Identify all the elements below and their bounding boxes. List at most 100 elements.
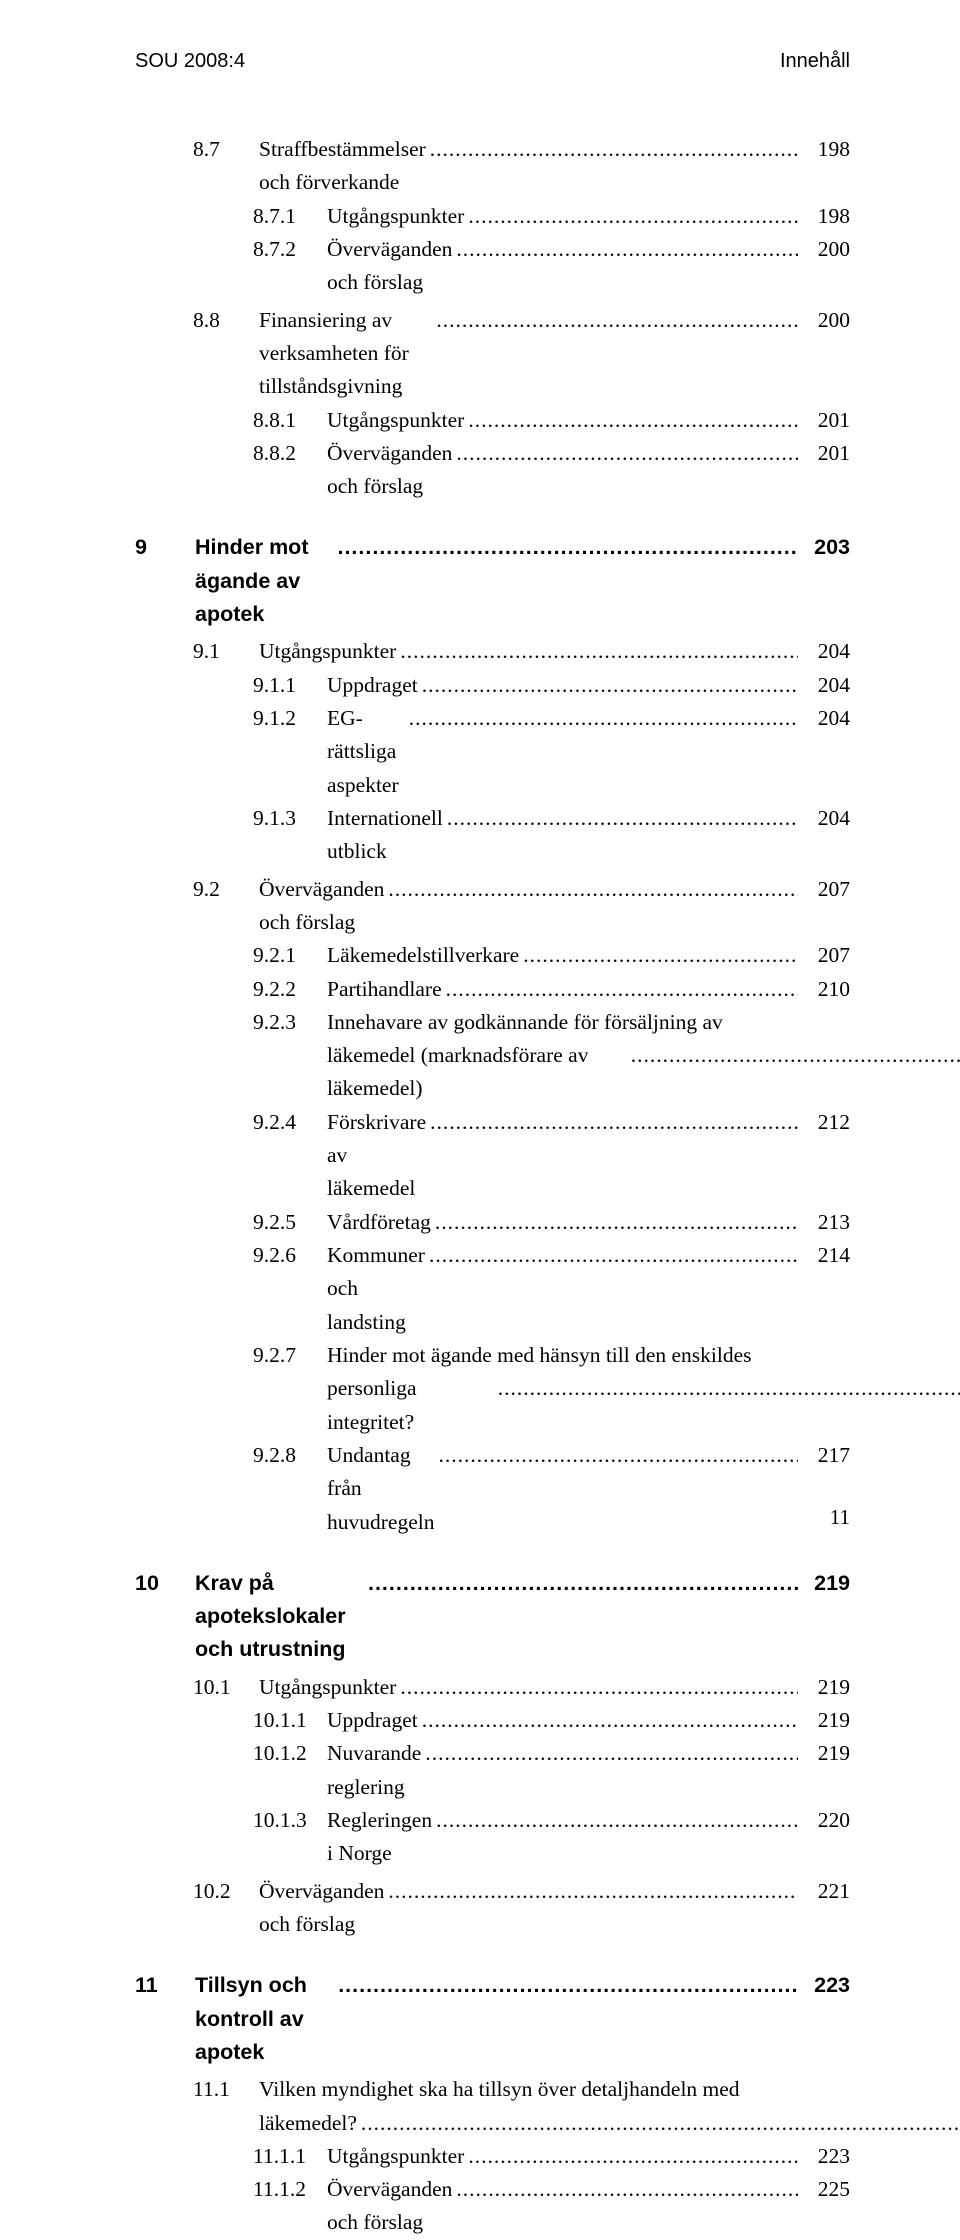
toc-leader: ........................................… [388, 873, 798, 906]
toc-entry-number: 8.7.2 [253, 233, 327, 266]
toc-entry-number: 9.2 [193, 873, 259, 906]
toc-entry-number: 11.1 [193, 2073, 259, 2106]
toc-entry: 8.8Finansiering av verksamheten för till… [135, 304, 850, 404]
toc-entry-title: Överväganden och förslag [259, 1875, 384, 1942]
toc-entry-number: 9.2.7 [253, 1339, 327, 1372]
toc-entry-page: 204 [802, 635, 850, 668]
toc-entry-title: Vårdföretag [327, 1206, 431, 1239]
toc-gap [135, 1941, 850, 1969]
toc-entry: 10.1.3Regleringen i Norge...............… [135, 1804, 850, 1871]
toc-entry-page: 201 [802, 404, 850, 437]
toc-entry-title: personliga integritet? [327, 1372, 494, 1439]
toc-leader: ........................................… [446, 973, 798, 1006]
toc-entry-page: 200 [802, 304, 850, 337]
toc-gap [135, 503, 850, 531]
toc-leader: ........................................… [422, 1704, 798, 1737]
toc-entry-number: 11 [135, 1969, 195, 2002]
toc-entry-number: 9.2.4 [253, 1106, 327, 1139]
toc-leader: ........................................… [429, 1239, 798, 1272]
toc-entry-page: 219 [802, 1671, 850, 1704]
toc-entry-title: Internationell utblick [327, 802, 443, 869]
toc-entry: 8.8.2Överväganden och förslag...........… [135, 437, 850, 504]
toc-entry: 9.2Överväganden och förslag.............… [135, 873, 850, 940]
toc-entry-title: Överväganden och förslag [327, 233, 452, 300]
toc-entry-page: 204 [802, 669, 850, 702]
toc-entry-number: 9.1.3 [253, 802, 327, 835]
toc-entry-title: Innehavare av godkännande för försäljnin… [327, 1006, 723, 1039]
toc-entry: 9.2.8Undantag från huvudregeln..........… [135, 1439, 850, 1539]
toc-leader: ........................................… [468, 404, 798, 437]
toc-entry-title: Överväganden och förslag [259, 873, 384, 940]
toc-entry-number: 10.1 [193, 1671, 259, 1704]
toc-entry: 9.1Utgångspunkter.......................… [135, 635, 850, 668]
page-number: 11 [830, 1505, 850, 1530]
toc-entry-title: Förskrivare av läkemedel [327, 1106, 426, 1206]
toc-entry-page: 198 [802, 200, 850, 233]
toc-entry: 11.1Vilken myndighet ska ha tillsyn över… [135, 2073, 850, 2140]
toc-entry-page: 213 [802, 1206, 850, 1239]
toc-leader: ........................................… [468, 2140, 798, 2173]
toc-entry-number: 10 [135, 1567, 195, 1600]
toc-entry: 10.1.2Nuvarande reglering...............… [135, 1737, 850, 1804]
toc-leader: ........................................… [438, 1439, 798, 1472]
toc-entry-page: 219 [802, 1737, 850, 1770]
toc-entry-number: 11.1.1 [253, 2140, 327, 2173]
toc-entry-page: 200 [802, 233, 850, 266]
toc-entry-number: 11.1.2 [253, 2173, 327, 2206]
toc-entry-title: Uppdraget [327, 669, 418, 702]
toc-entry-page: 207 [802, 939, 850, 972]
toc-entry-page: 214 [802, 1239, 850, 1272]
toc-leader: ........................................… [422, 669, 798, 702]
toc-entry-number: 8.8.1 [253, 404, 327, 437]
toc-leader: ........................................… [435, 1206, 798, 1239]
toc-entry: 10Krav på apotekslokaler och utrustning.… [135, 1567, 850, 1667]
toc-entry-number: 10.1.3 [253, 1804, 327, 1837]
toc-entry-page: 221 [802, 1875, 850, 1908]
toc-entry-number: 10.2 [193, 1875, 259, 1908]
toc-entry-number: 9.2.5 [253, 1206, 327, 1239]
toc-entry-title: Hinder mot ägande av apotek [195, 531, 333, 631]
toc-leader: ........................................… [361, 2107, 960, 2140]
toc-entry: 9.2.5Vårdföretag........................… [135, 1206, 850, 1239]
toc-entry-title: Hinder mot ägande med hänsyn till den en… [327, 1339, 752, 1372]
toc-entry-title: Kommuner och landsting [327, 1239, 425, 1339]
toc-entry: 10.2Överväganden och förslag............… [135, 1875, 850, 1942]
toc-entry: 8.7.1Utgångspunkter.....................… [135, 200, 850, 233]
toc-entry: 9.2.7Hinder mot ägande med hänsyn till d… [135, 1339, 850, 1439]
toc-entry-title: Nuvarande reglering [327, 1737, 421, 1804]
toc-entry-title: Tillsyn och kontroll av apotek [195, 1969, 334, 2069]
toc-entry-multiline: Hinder mot ägande med hänsyn till den en… [327, 1339, 960, 1439]
toc-entry: 9.1.2EG-rättsliga aspekter..............… [135, 702, 850, 802]
toc-entry-title: Utgångspunkter [327, 200, 464, 233]
toc-entry-number: 9.2.1 [253, 939, 327, 972]
toc-entry-multiline: Vilken myndighet ska ha tillsyn över det… [259, 2073, 960, 2140]
toc-leader: ........................................… [425, 1737, 798, 1770]
toc-entry-page: 223 [802, 2140, 850, 2173]
toc-leader: ........................................… [436, 304, 798, 337]
toc-entry-number: 8.8 [193, 304, 259, 337]
toc-leader: ........................................… [338, 1969, 798, 2002]
toc-entry-page: 223 [802, 1969, 850, 2002]
toc-entry-page: 210 [802, 973, 850, 1006]
toc-entry: 9.2.3Innehavare av godkännande för försä… [135, 1006, 850, 1106]
toc-entry-number: 9.2.2 [253, 973, 327, 1006]
toc-entry: 9.2.4Förskrivare av läkemedel...........… [135, 1106, 850, 1206]
toc-gap [135, 1539, 850, 1567]
toc-entry-page: 220 [802, 1804, 850, 1837]
toc-entry-title: läkemedel (marknadsförare av läkemedel) [327, 1039, 627, 1106]
toc-entry-title: läkemedel? [259, 2107, 357, 2140]
toc-leader: ........................................… [388, 1875, 798, 1908]
header-right: Innehåll [780, 50, 850, 73]
toc-leader: ........................................… [456, 437, 798, 470]
toc-entry-number: 9.2.8 [253, 1439, 327, 1472]
toc-leader: ........................................… [436, 1804, 798, 1837]
toc-entry-number: 9.2.6 [253, 1239, 327, 1272]
toc-entry-page: 201 [802, 437, 850, 470]
toc-entry-number: 10.1.2 [253, 1737, 327, 1770]
toc-entry-page: 225 [802, 2173, 850, 2206]
toc-leader: ........................................… [400, 1671, 798, 1704]
toc-entry: 9.1.3Internationell utblick.............… [135, 802, 850, 869]
toc-entry-title: Regleringen i Norge [327, 1804, 432, 1871]
toc-entry: 8.8.1Utgångspunkter.....................… [135, 404, 850, 437]
toc-leader: ........................................… [430, 1106, 798, 1139]
